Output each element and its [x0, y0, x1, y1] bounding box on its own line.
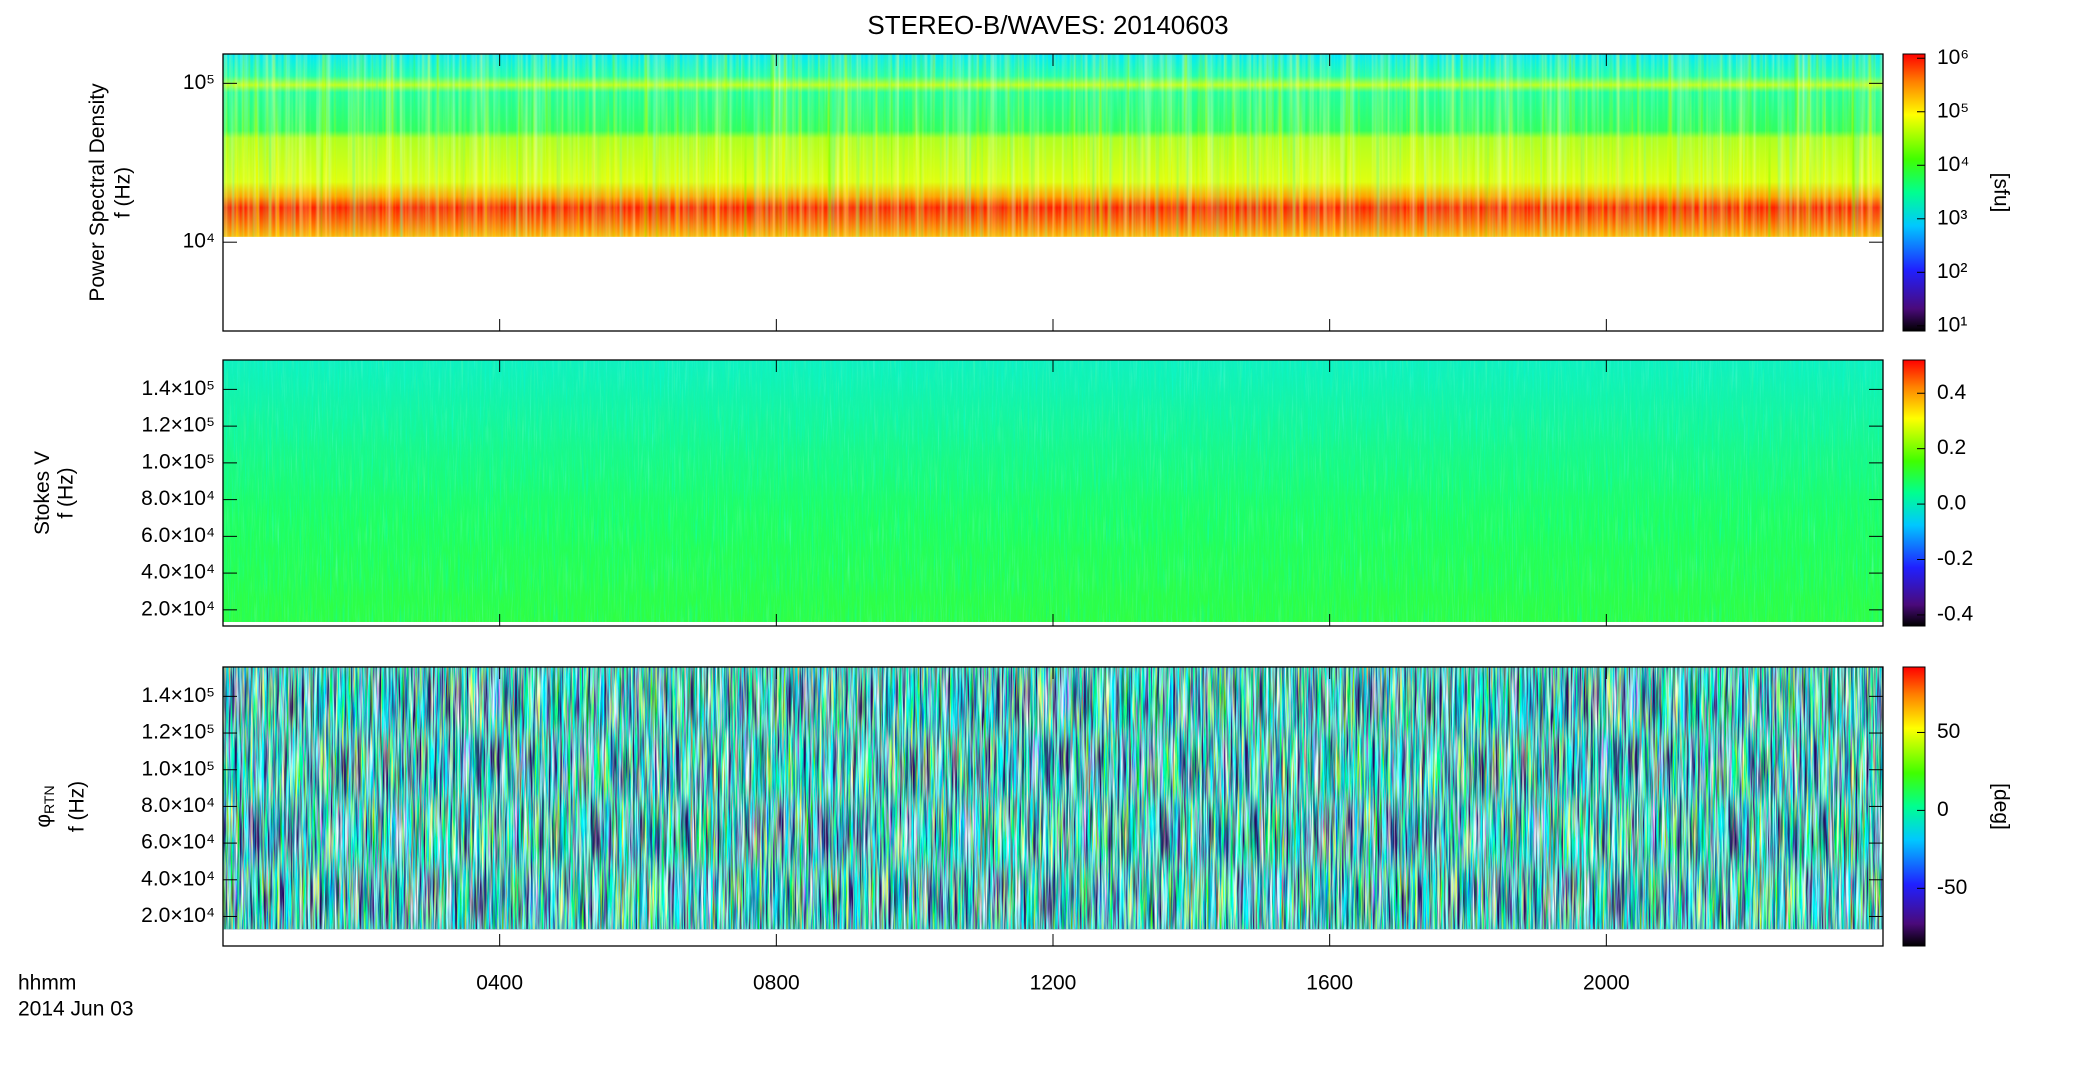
x-axis-label: 2014 Jun 03 [18, 998, 134, 1021]
y-axis-label: f (Hz) [112, 167, 135, 218]
x-tick-label: 1600 [1306, 972, 1353, 995]
y-tick-label: 10⁵ [183, 71, 215, 94]
y-tick-label: 8.0×10⁴ [141, 487, 215, 510]
y-tick-label: 6.0×10⁴ [141, 524, 215, 547]
quantity: Stokes V [31, 451, 54, 535]
y-tick-label: 1.2×10⁵ [141, 721, 215, 744]
y-axis-quantity: Power Spectral Density [86, 83, 109, 302]
x-axis-label: hhmm [18, 972, 76, 995]
quantity: Power Spectral Density [86, 83, 109, 302]
colorbar [1902, 359, 1926, 627]
colorbar-tick-label: -0.2 [1937, 547, 1973, 570]
y-tick-label: 1.2×10⁵ [141, 414, 215, 437]
colorbar-tick-label: 0 [1937, 798, 1949, 821]
quantity-subscript: RTN [41, 785, 57, 814]
y-tick-label: 4.0×10⁴ [141, 867, 215, 890]
y-axis-quantity: Stokes V [31, 451, 54, 535]
colorbar-tick-label: -0.4 [1937, 602, 1974, 625]
colorbar-tick-label: 10² [1937, 260, 1967, 283]
colorbar-tick-label: 0.0 [1937, 492, 1966, 515]
colorbar-tick-label: 10¹ [1937, 313, 1967, 336]
colorbar-label: [sfu] [1989, 173, 2012, 213]
y-tick-label: 1.4×10⁵ [141, 377, 215, 400]
colorbar-label: [deg] [1989, 783, 2012, 830]
colorbar-tick-label: 10⁶ [1937, 46, 1969, 69]
y-tick-label: 8.0×10⁴ [141, 794, 215, 817]
colorbar [1902, 666, 1926, 947]
colorbar-tick-label: 10⁵ [1937, 99, 1969, 122]
y-tick-label: 2.0×10⁴ [141, 597, 215, 620]
colorbar-tick-label: 0.4 [1937, 381, 1967, 404]
spectrogram-texture [223, 54, 1883, 237]
colorbar-tick-label: 0.2 [1937, 436, 1966, 459]
quantity: φ [32, 814, 55, 828]
y-tick-label: 4.0×10⁴ [141, 561, 215, 584]
y-axis-quantity: φRTN [32, 785, 57, 827]
y-tick-label: 6.0×10⁴ [141, 831, 215, 854]
colorbar-tick-label: 10⁴ [1937, 153, 1969, 176]
y-tick-label: 2.0×10⁴ [141, 904, 215, 927]
spectrogram-texture [223, 360, 1883, 623]
y-tick-label: 1.0×10⁵ [141, 757, 215, 780]
x-tick-label: 0800 [753, 972, 800, 995]
colorbar-tick-label: -50 [1937, 876, 1967, 899]
y-tick-label: 1.0×10⁵ [141, 450, 215, 473]
y-tick-label: 1.4×10⁵ [141, 684, 215, 707]
x-tick-label: 0400 [476, 972, 523, 995]
y-axis-label: f (Hz) [66, 781, 89, 832]
colorbar-tick-label: 50 [1937, 720, 1960, 743]
colorbar [1902, 53, 1926, 332]
colorbar-tick-label: 10³ [1937, 206, 1967, 229]
spectrogram-texture [223, 667, 1883, 930]
y-axis-label: f (Hz) [55, 467, 78, 518]
chart-title: STEREO-B/WAVES: 20140603 [867, 10, 1228, 40]
y-tick-label: 10⁴ [183, 230, 215, 253]
x-tick-label: 2000 [1583, 972, 1630, 995]
x-tick-label: 1200 [1030, 972, 1077, 995]
